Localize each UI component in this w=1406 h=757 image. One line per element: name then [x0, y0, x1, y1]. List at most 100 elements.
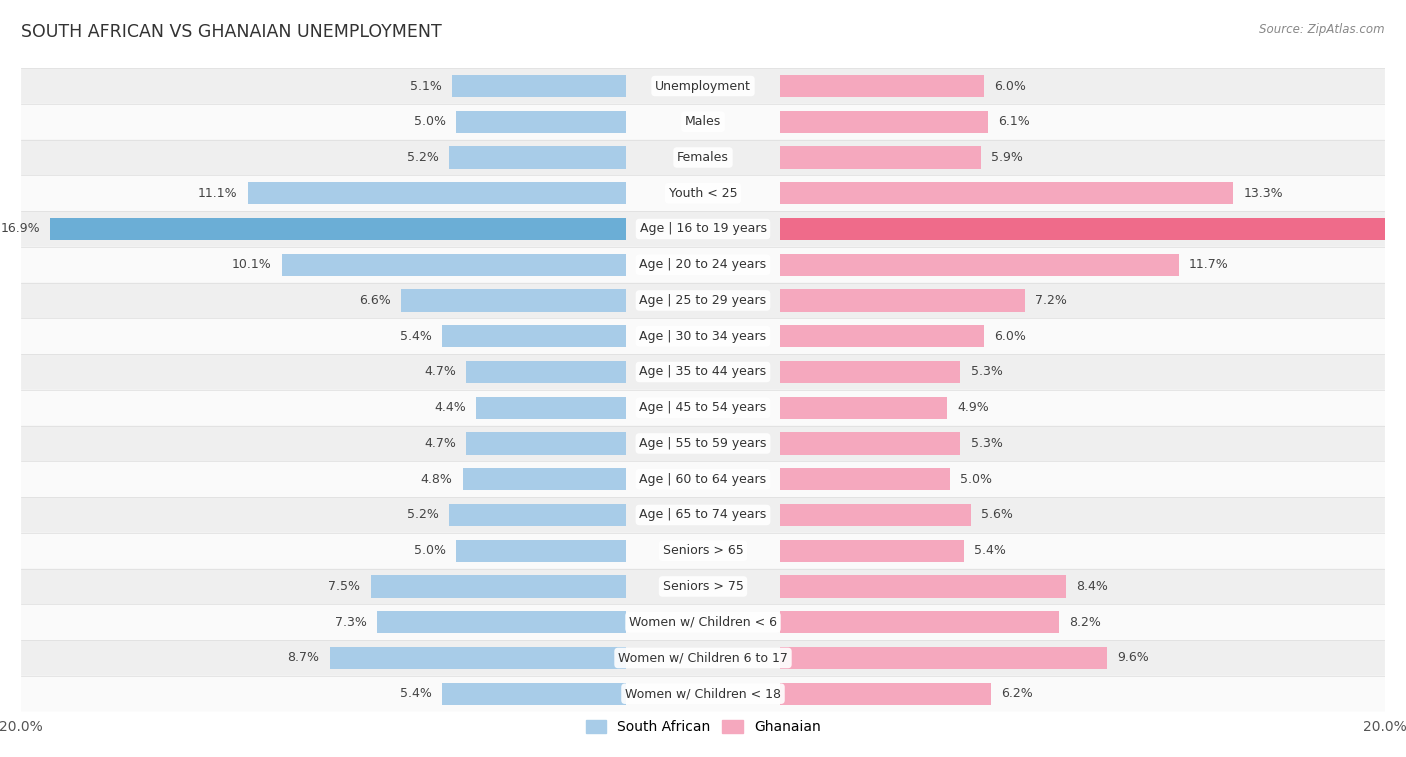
Text: 7.5%: 7.5% — [329, 580, 360, 593]
Bar — [283, 254, 626, 276]
Bar — [780, 326, 984, 347]
Bar — [780, 111, 987, 132]
Text: 8.4%: 8.4% — [1077, 580, 1108, 593]
Text: Age | 60 to 64 years: Age | 60 to 64 years — [640, 472, 766, 486]
Bar — [247, 182, 626, 204]
Bar — [463, 468, 626, 491]
Text: 7.3%: 7.3% — [335, 615, 367, 629]
FancyBboxPatch shape — [21, 104, 1385, 139]
Text: 10.1%: 10.1% — [232, 258, 271, 271]
Text: 6.0%: 6.0% — [994, 330, 1026, 343]
Text: Women w/ Children 6 to 17: Women w/ Children 6 to 17 — [619, 652, 787, 665]
FancyBboxPatch shape — [21, 282, 1385, 319]
Text: Seniors > 75: Seniors > 75 — [662, 580, 744, 593]
Text: 5.0%: 5.0% — [960, 472, 993, 486]
Text: 4.7%: 4.7% — [425, 366, 456, 378]
Text: SOUTH AFRICAN VS GHANAIAN UNEMPLOYMENT: SOUTH AFRICAN VS GHANAIAN UNEMPLOYMENT — [21, 23, 441, 41]
Bar — [329, 647, 626, 669]
Bar — [780, 182, 1233, 204]
Text: Age | 45 to 54 years: Age | 45 to 54 years — [640, 401, 766, 414]
FancyBboxPatch shape — [21, 319, 1385, 354]
Text: 4.4%: 4.4% — [434, 401, 465, 414]
Text: 5.3%: 5.3% — [970, 366, 1002, 378]
FancyBboxPatch shape — [21, 533, 1385, 569]
Text: Males: Males — [685, 115, 721, 128]
Text: 8.2%: 8.2% — [1070, 615, 1101, 629]
Text: Age | 35 to 44 years: Age | 35 to 44 years — [640, 366, 766, 378]
FancyBboxPatch shape — [21, 139, 1385, 176]
FancyBboxPatch shape — [21, 676, 1385, 712]
Text: Youth < 25: Youth < 25 — [669, 187, 737, 200]
Bar — [780, 218, 1406, 240]
Bar — [780, 504, 970, 526]
Text: 16.9%: 16.9% — [0, 223, 39, 235]
Text: 5.1%: 5.1% — [411, 79, 441, 92]
Text: 5.3%: 5.3% — [970, 437, 1002, 450]
FancyBboxPatch shape — [21, 497, 1385, 533]
FancyBboxPatch shape — [21, 425, 1385, 461]
Text: 4.9%: 4.9% — [957, 401, 988, 414]
Bar — [780, 647, 1107, 669]
Bar — [780, 540, 965, 562]
Text: 11.7%: 11.7% — [1189, 258, 1229, 271]
Bar — [453, 75, 626, 97]
Bar — [377, 611, 626, 634]
Bar — [441, 326, 626, 347]
Bar — [780, 468, 950, 491]
Text: 4.7%: 4.7% — [425, 437, 456, 450]
Bar — [780, 397, 946, 419]
Bar — [780, 575, 1066, 597]
Bar — [465, 361, 626, 383]
FancyBboxPatch shape — [21, 176, 1385, 211]
FancyBboxPatch shape — [21, 390, 1385, 425]
Bar — [780, 254, 1178, 276]
Text: 7.2%: 7.2% — [1035, 294, 1067, 307]
Bar — [449, 146, 626, 169]
Text: Age | 30 to 34 years: Age | 30 to 34 years — [640, 330, 766, 343]
FancyBboxPatch shape — [21, 211, 1385, 247]
Bar — [371, 575, 626, 597]
Text: Age | 16 to 19 years: Age | 16 to 19 years — [640, 223, 766, 235]
Bar — [780, 432, 960, 454]
Text: 5.4%: 5.4% — [401, 330, 432, 343]
FancyBboxPatch shape — [21, 68, 1385, 104]
Bar — [51, 218, 626, 240]
Bar — [780, 146, 981, 169]
Text: Source: ZipAtlas.com: Source: ZipAtlas.com — [1260, 23, 1385, 36]
Text: 5.9%: 5.9% — [991, 151, 1024, 164]
Bar — [456, 111, 626, 132]
Bar — [441, 683, 626, 705]
Text: 5.0%: 5.0% — [413, 544, 446, 557]
Text: Women w/ Children < 18: Women w/ Children < 18 — [626, 687, 780, 700]
Text: 11.1%: 11.1% — [198, 187, 238, 200]
Bar — [780, 289, 1025, 312]
Text: 6.2%: 6.2% — [1001, 687, 1033, 700]
Legend: South African, Ghanaian: South African, Ghanaian — [579, 715, 827, 740]
FancyBboxPatch shape — [21, 461, 1385, 497]
Bar — [780, 75, 984, 97]
Bar — [449, 504, 626, 526]
Text: 4.8%: 4.8% — [420, 472, 453, 486]
Bar — [780, 361, 960, 383]
Text: Women w/ Children < 6: Women w/ Children < 6 — [628, 615, 778, 629]
FancyBboxPatch shape — [21, 640, 1385, 676]
Bar — [780, 683, 991, 705]
Text: 5.6%: 5.6% — [981, 509, 1012, 522]
Text: Age | 65 to 74 years: Age | 65 to 74 years — [640, 509, 766, 522]
FancyBboxPatch shape — [21, 604, 1385, 640]
Bar — [456, 540, 626, 562]
Bar — [477, 397, 626, 419]
Text: Age | 20 to 24 years: Age | 20 to 24 years — [640, 258, 766, 271]
Text: 5.4%: 5.4% — [401, 687, 432, 700]
Bar — [780, 611, 1059, 634]
Text: 5.2%: 5.2% — [406, 509, 439, 522]
Text: 5.4%: 5.4% — [974, 544, 1005, 557]
Text: 6.1%: 6.1% — [998, 115, 1029, 128]
FancyBboxPatch shape — [21, 247, 1385, 282]
FancyBboxPatch shape — [21, 569, 1385, 604]
Text: 5.2%: 5.2% — [406, 151, 439, 164]
Bar — [465, 432, 626, 454]
Text: 6.6%: 6.6% — [360, 294, 391, 307]
Text: Unemployment: Unemployment — [655, 79, 751, 92]
Text: 13.3%: 13.3% — [1243, 187, 1284, 200]
